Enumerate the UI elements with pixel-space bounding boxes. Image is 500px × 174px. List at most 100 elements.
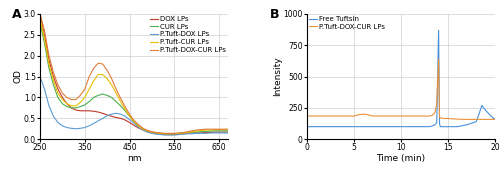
P.Tuft-CUR LPs (140, 128, 146, 130)
CUR LPs (158, 132, 164, 134)
P.Tuft-DOX-CUR LPs (162, 132, 168, 134)
P.Tuft-DOX-CUR LPs (50, 71, 56, 73)
P.Tuft-DOX-CUR LPs (379, 115, 385, 117)
Free Tuftsin (370, 126, 376, 128)
CUR LPs (73, 107, 79, 109)
CUR LPs (95, 94, 101, 96)
P.Tuft-DOX-CUR LPs (86, 76, 92, 78)
P.Tuft-DOX-CUR LPs (476, 118, 482, 120)
P.Tuft-DOX LPs (108, 113, 114, 115)
CUR LPs (207, 130, 213, 132)
DOX LPs (198, 132, 204, 134)
P.Tuft-CUR LPs (42, 38, 48, 40)
P.Tuft-DOX LPs (100, 117, 105, 119)
P.Tuft-DOX-CUR LPs (351, 115, 357, 117)
CUR LPs (184, 132, 190, 134)
P.Tuft-DOX-CUR LPs (436, 116, 442, 118)
P.Tuft-CUR LPs (100, 73, 105, 76)
CUR LPs (180, 132, 186, 134)
DOX LPs (64, 103, 70, 105)
CUR LPs (64, 106, 70, 108)
Free Tuftsin (445, 126, 451, 128)
X-axis label: nm: nm (127, 154, 142, 163)
P.Tuft-DOX LPs (144, 131, 150, 133)
P.Tuft-CUR LPs (167, 133, 173, 135)
P.Tuft-DOX LPs (194, 132, 200, 134)
DOX LPs (50, 76, 56, 78)
P.Tuft-DOX LPs (189, 133, 195, 135)
P.Tuft-CUR LPs (68, 105, 74, 107)
Free Tuftsin (441, 126, 447, 128)
Free Tuftsin (417, 126, 423, 128)
CUR LPs (50, 84, 56, 86)
P.Tuft-DOX-CUR LPs (417, 115, 423, 117)
Free Tuftsin (365, 126, 371, 128)
P.Tuft-CUR LPs (202, 129, 208, 131)
P.Tuft-DOX-CUR LPs (158, 132, 164, 134)
DOX LPs (184, 132, 190, 134)
DOX LPs (37, 13, 43, 15)
DOX LPs (95, 111, 101, 113)
P.Tuft-DOX LPs (225, 132, 231, 134)
Line: P.Tuft-CUR LPs: P.Tuft-CUR LPs (40, 18, 228, 134)
Free Tuftsin (490, 117, 496, 119)
CUR LPs (86, 101, 92, 103)
Free Tuftsin (323, 126, 329, 128)
P.Tuft-CUR LPs (122, 108, 128, 110)
P.Tuft-DOX LPs (220, 132, 226, 134)
P.Tuft-DOX LPs (131, 122, 137, 124)
Free Tuftsin (436, 76, 442, 78)
Text: B: B (270, 8, 279, 21)
CUR LPs (216, 130, 222, 132)
P.Tuft-DOX-CUR LPs (194, 129, 200, 131)
P.Tuft-CUR LPs (136, 125, 141, 127)
P.Tuft-DOX-CUR LPs (370, 115, 376, 117)
P.Tuft-DOX LPs (90, 122, 96, 124)
P.Tuft-DOX-CUR LPs (440, 117, 446, 119)
Free Tuftsin (434, 122, 440, 124)
P.Tuft-CUR LPs (108, 84, 114, 86)
P.Tuft-DOX-CUR LPs (202, 128, 208, 130)
Free Tuftsin (429, 125, 435, 127)
P.Tuft-DOX-CUR LPs (479, 118, 485, 120)
P.Tuft-DOX-CUR LPs (189, 130, 195, 132)
DOX LPs (126, 121, 132, 124)
P.Tuft-CUR LPs (180, 132, 186, 134)
DOX LPs (180, 133, 186, 135)
P.Tuft-DOX-CUR LPs (180, 132, 186, 134)
Free Tuftsin (464, 124, 470, 126)
P.Tuft-DOX-CUR LPs (432, 112, 438, 114)
P.Tuft-DOX LPs (95, 120, 101, 122)
DOX LPs (194, 132, 200, 134)
P.Tuft-DOX-CUR LPs (398, 115, 404, 117)
Free Tuftsin (408, 126, 414, 128)
P.Tuft-CUR LPs (158, 132, 164, 134)
Free Tuftsin (379, 126, 385, 128)
Line: P.Tuft-DOX-CUR LPs: P.Tuft-DOX-CUR LPs (40, 14, 228, 133)
P.Tuft-DOX LPs (64, 126, 70, 129)
CUR LPs (108, 96, 114, 98)
P.Tuft-CUR LPs (55, 92, 61, 94)
P.Tuft-DOX LPs (42, 88, 48, 90)
P.Tuft-CUR LPs (176, 132, 182, 134)
CUR LPs (126, 115, 132, 117)
DOX LPs (158, 133, 164, 135)
P.Tuft-DOX LPs (176, 134, 182, 136)
P.Tuft-DOX LPs (60, 125, 66, 127)
Line: DOX LPs: DOX LPs (40, 14, 228, 135)
CUR LPs (202, 130, 208, 132)
CUR LPs (46, 67, 52, 69)
DOX LPs (140, 129, 146, 131)
P.Tuft-DOX-CUR LPs (473, 118, 479, 120)
P.Tuft-DOX LPs (202, 132, 208, 134)
CUR LPs (172, 133, 177, 135)
P.Tuft-DOX-CUR LPs (492, 118, 498, 120)
P.Tuft-CUR LPs (95, 73, 101, 76)
DOX LPs (167, 134, 173, 136)
P.Tuft-CUR LPs (78, 101, 84, 104)
P.Tuft-DOX LPs (162, 134, 168, 136)
P.Tuft-CUR LPs (50, 80, 56, 82)
P.Tuft-DOX-CUR LPs (216, 128, 222, 130)
DOX LPs (42, 34, 48, 36)
Free Tuftsin (332, 126, 338, 128)
